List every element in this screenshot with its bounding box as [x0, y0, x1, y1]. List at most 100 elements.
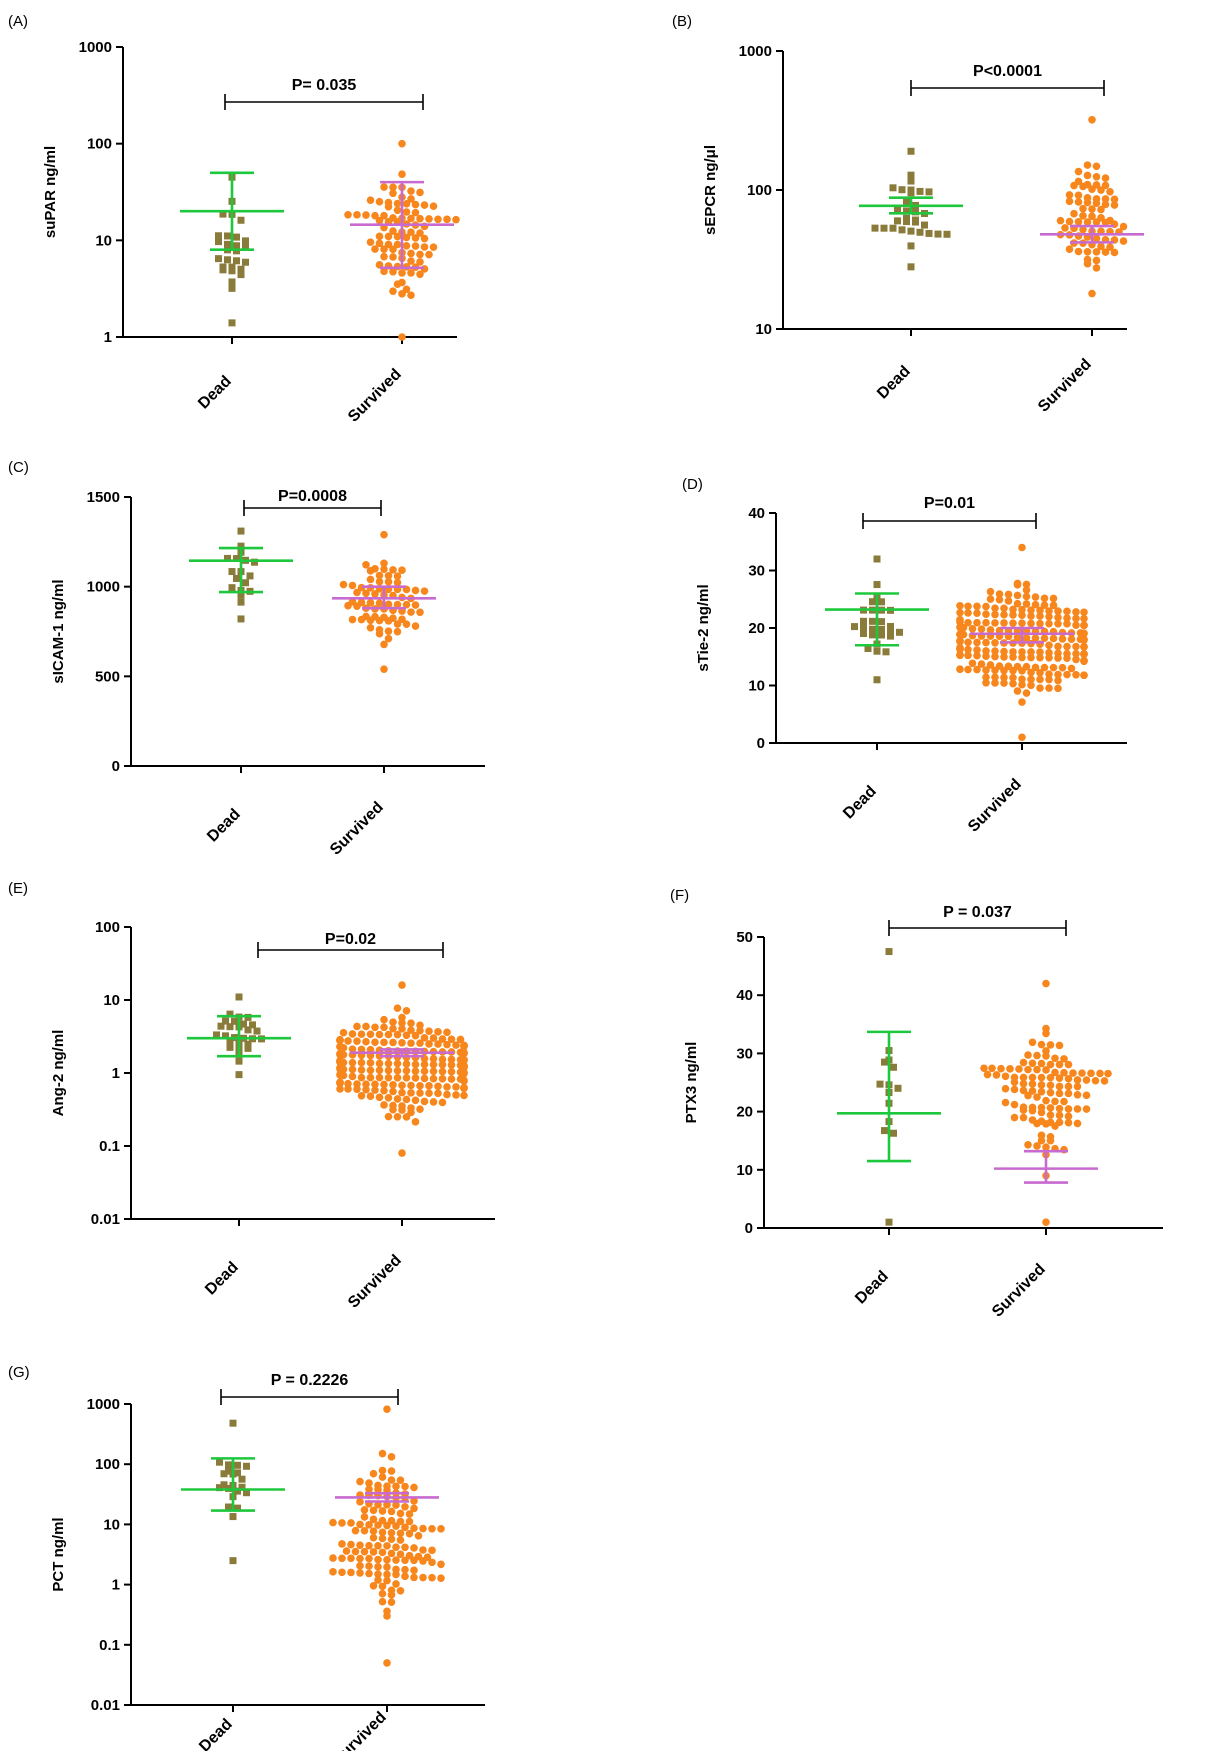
data-point — [460, 1042, 468, 1051]
data-point — [885, 1218, 893, 1226]
y-axis-title: PCT ng/ml — [50, 1517, 67, 1591]
y-axis-title: Ang-2 ng/ml — [50, 1030, 67, 1117]
data-point — [1033, 1065, 1041, 1074]
significance-bracket — [224, 94, 424, 110]
data-point — [380, 565, 388, 574]
data-point — [225, 1503, 232, 1511]
data-point — [416, 1026, 424, 1035]
data-point — [234, 1504, 241, 1512]
data-point — [416, 1105, 424, 1113]
data-point — [873, 676, 881, 684]
data-point — [1010, 1113, 1019, 1122]
data-point — [366, 599, 375, 607]
data-point — [380, 245, 388, 254]
data-point — [375, 239, 384, 248]
data-point — [411, 1096, 420, 1105]
data-point — [991, 666, 999, 675]
data-point — [407, 195, 415, 203]
data-point — [986, 661, 995, 669]
data-point — [383, 1612, 391, 1620]
y-tick-label: 50 — [736, 929, 753, 946]
data-point — [1058, 635, 1067, 643]
data-point — [885, 948, 893, 956]
data-point — [973, 665, 981, 674]
data-point — [371, 1086, 379, 1094]
data-point — [447, 1035, 456, 1044]
data-point — [956, 645, 964, 654]
y-axis-title: sICAM-1 ng/ml — [50, 579, 67, 683]
data-point — [407, 249, 415, 258]
data-point — [1064, 1060, 1073, 1069]
data-point — [229, 1557, 237, 1565]
data-point — [374, 1563, 382, 1571]
data-point — [1013, 633, 1022, 642]
data-point — [889, 184, 897, 192]
data-point — [878, 625, 885, 633]
data-point — [398, 566, 406, 574]
panel-letter: (A) — [8, 13, 28, 30]
data-point — [235, 993, 243, 1001]
data-point — [378, 1466, 387, 1475]
data-point — [1064, 1118, 1073, 1127]
data-point — [362, 560, 370, 569]
data-point — [428, 1558, 436, 1567]
data-point — [438, 1060, 447, 1069]
data-point — [229, 1513, 237, 1521]
data-point — [410, 1497, 418, 1505]
data-point — [964, 602, 972, 611]
data-point — [1022, 634, 1031, 642]
data-point — [380, 665, 388, 673]
data-point — [365, 1569, 373, 1578]
data-point — [375, 1030, 384, 1039]
data-point — [982, 602, 990, 611]
data-point — [393, 1095, 402, 1103]
data-point — [369, 1582, 378, 1590]
data-point — [1028, 1059, 1037, 1068]
data-point — [425, 1082, 433, 1090]
data-point — [1009, 611, 1017, 619]
data-point — [973, 651, 981, 660]
data-point — [956, 601, 964, 610]
data-point — [371, 211, 379, 220]
data-point — [348, 1058, 357, 1067]
data-point — [1037, 1040, 1046, 1049]
data-point — [864, 645, 872, 653]
data-point — [374, 1542, 382, 1550]
y-tick-label: 40 — [748, 505, 765, 522]
data-point — [378, 1589, 387, 1598]
data-point — [1000, 610, 1008, 619]
data-point — [348, 1072, 357, 1081]
data-point — [384, 571, 393, 580]
data-point — [425, 1089, 433, 1098]
data-point — [380, 211, 388, 220]
data-point — [410, 1524, 418, 1533]
data-point — [1092, 234, 1101, 243]
data-point — [1042, 1052, 1050, 1060]
data-point — [387, 1516, 396, 1525]
data-point — [380, 530, 388, 539]
data-point — [420, 1074, 429, 1083]
data-point — [366, 1066, 375, 1075]
data-point — [407, 228, 415, 236]
data-point — [226, 1039, 234, 1047]
data-point — [1096, 1069, 1104, 1078]
data-point — [925, 188, 933, 196]
data-point — [1036, 606, 1044, 615]
data-point — [387, 1591, 396, 1599]
data-point — [344, 601, 352, 610]
points-survived — [344, 139, 460, 341]
data-point — [894, 1084, 902, 1092]
summary-survived — [350, 180, 454, 270]
data-point — [1092, 264, 1101, 272]
y-tick-label: 10 — [736, 1162, 753, 1179]
data-point — [1028, 1106, 1037, 1115]
data-point — [237, 527, 245, 535]
data-point — [1074, 217, 1083, 226]
data-point — [1024, 1051, 1032, 1059]
data-point — [1065, 191, 1074, 199]
data-point — [1037, 1081, 1046, 1089]
panel-letter: (G) — [8, 1364, 30, 1381]
data-point — [1054, 642, 1062, 651]
data-point — [1063, 670, 1071, 679]
data-point — [889, 224, 897, 232]
